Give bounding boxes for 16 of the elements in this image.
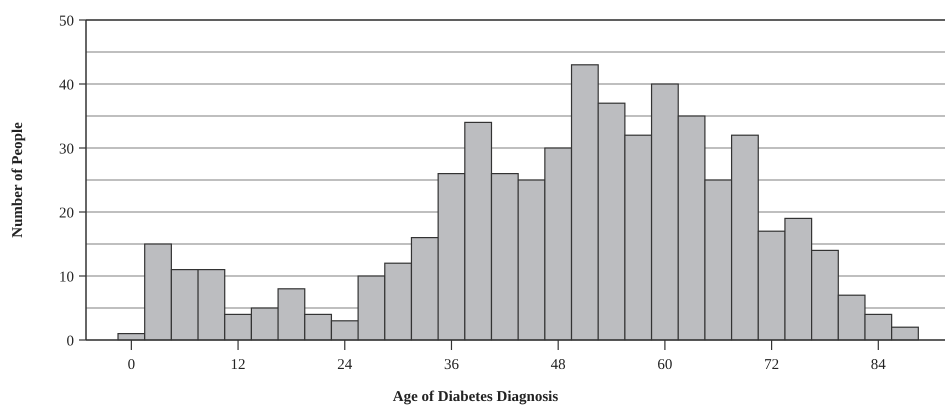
x-tick-label: 36 <box>444 357 460 373</box>
x-tick-label: 72 <box>764 357 780 373</box>
x-tick-label: 12 <box>230 357 246 373</box>
y-tick-label: 40 <box>59 77 74 94</box>
y-tick-label: 20 <box>59 205 74 222</box>
x-tick-label: 0 <box>128 357 136 373</box>
y-tick-label: 30 <box>59 141 74 158</box>
y-axis-title: Number of People <box>10 122 26 238</box>
y-tick-label: 10 <box>59 269 74 286</box>
x-tick-label: 48 <box>550 357 566 373</box>
y-tick-label: 50 <box>59 13 74 30</box>
x-tick-label: 60 <box>657 357 672 373</box>
x-tick-label: 84 <box>870 357 886 373</box>
x-axis-title: Age of Diabetes Diagnosis <box>392 389 558 405</box>
x-tick-label: 24 <box>337 357 353 373</box>
y-tick-label: 0 <box>66 333 74 350</box>
